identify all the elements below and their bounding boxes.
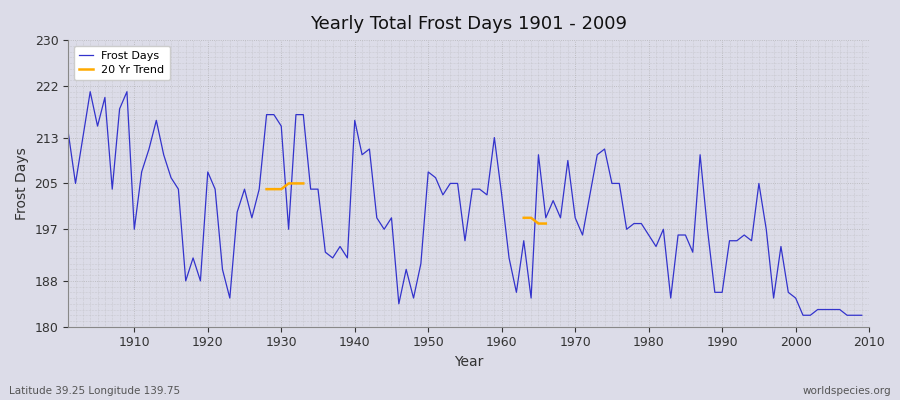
Frost Days [85,89,95,94]
20 Yr Trend [284,181,294,186]
Frost Days [592,152,603,157]
Line: 20 Yr Trend: 20 Yr Trend [266,184,303,189]
Frost Days [496,192,507,197]
Line: Frost Days: Frost Days [68,92,862,315]
Text: Latitude 39.25 Longitude 139.75: Latitude 39.25 Longitude 139.75 [9,386,180,396]
Y-axis label: Frost Days: Frost Days [15,147,29,220]
Frost Days [335,244,346,249]
Text: worldspecies.org: worldspecies.org [803,386,891,396]
Legend: Frost Days, 20 Yr Trend: Frost Days, 20 Yr Trend [74,46,170,80]
20 Yr Trend [276,187,287,192]
Frost Days [857,313,868,318]
Frost Days [797,313,808,318]
Frost Days [129,227,140,232]
X-axis label: Year: Year [454,355,483,369]
20 Yr Trend [261,187,272,192]
Title: Yearly Total Frost Days 1901 - 2009: Yearly Total Frost Days 1901 - 2009 [310,15,627,33]
20 Yr Trend [268,187,279,192]
Frost Days [504,256,515,260]
20 Yr Trend [291,181,302,186]
Frost Days [291,112,302,117]
20 Yr Trend [298,181,309,186]
Frost Days [63,130,74,134]
